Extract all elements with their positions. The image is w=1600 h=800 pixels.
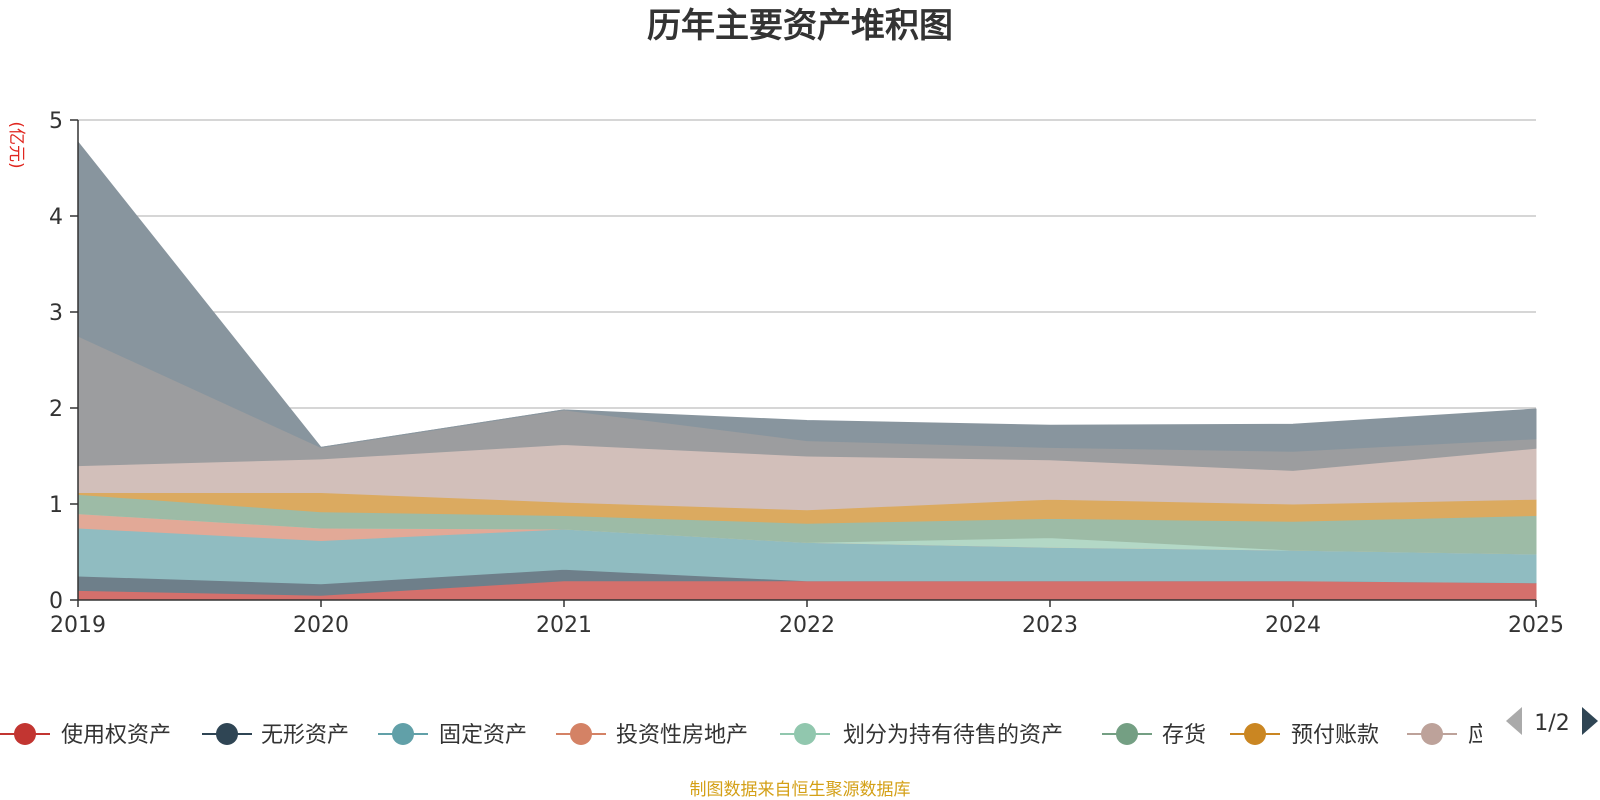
x-tick-label: 2021 (536, 613, 592, 638)
legend-item[interactable]: 应 (1407, 723, 1490, 748)
legend-item[interactable]: 使用权资产 (0, 723, 171, 748)
x-tick-label: 2022 (779, 613, 835, 638)
legend-item[interactable]: 预付账款 (1230, 723, 1379, 748)
legend-item[interactable]: 存货 (1102, 723, 1206, 748)
legend-next-icon[interactable] (1582, 707, 1598, 735)
legend-marker-icon (14, 723, 36, 745)
legend-label: 存货 (1162, 723, 1206, 748)
legend-label: 预付账款 (1291, 723, 1379, 748)
y-tick-label: 5 (49, 109, 63, 134)
legend-label: 投资性房地产 (616, 723, 748, 748)
x-tick-label: 2025 (1508, 613, 1564, 638)
legend-marker-icon (1244, 723, 1266, 745)
legend-item[interactable]: 划分为持有待售的资产 (780, 723, 1063, 748)
legend-marker-icon (1116, 723, 1138, 745)
legend-marker-icon (392, 723, 414, 745)
data-source-note: 制图数据来自恒生聚源数据库 (690, 780, 911, 800)
legend-marker-icon (794, 723, 816, 745)
y-axis-label: (亿元) (6, 121, 26, 168)
legend-item[interactable]: 无形资产 (202, 723, 349, 748)
legend-item[interactable]: 投资性房地产 (556, 723, 748, 748)
legend: 使用权资产 无形资产 固定资产 投资性房地产 划分为持有待售的资产 存货 预付账款 应 (0, 723, 1490, 748)
legend-marker-icon (1421, 723, 1443, 745)
y-tick-label: 1 (49, 493, 63, 518)
legend-label: 无形资产 (261, 723, 349, 748)
legend-pager: 1/2 (1506, 707, 1598, 736)
legend-marker-icon (216, 723, 238, 745)
x-tick-label: 2019 (50, 613, 106, 638)
legend-page-indicator: 1/2 (1534, 711, 1569, 736)
x-tick-labels: 2019 2020 2021 2022 2023 2024 2025 (50, 600, 1564, 638)
y-tick-label: 2 (49, 397, 63, 422)
x-tick-label: 2023 (1022, 613, 1078, 638)
legend-label: 划分为持有待售的资产 (843, 723, 1063, 748)
y-tick-label: 0 (49, 589, 63, 614)
area-series (77, 141, 1537, 601)
y-tick-label: 4 (49, 205, 63, 230)
legend-marker-icon (570, 723, 592, 745)
area-交易性金融资产 (77, 141, 1537, 452)
x-tick-label: 2020 (293, 613, 349, 638)
legend-label: 应 (1468, 723, 1490, 748)
x-tick-label: 2024 (1265, 613, 1321, 638)
legend-label: 使用权资产 (61, 723, 171, 748)
legend-prev-icon[interactable] (1506, 707, 1522, 735)
y-tick-labels: 0 1 2 3 4 5 (49, 109, 78, 614)
chart-title: 历年主要资产堆积图 (647, 6, 953, 46)
legend-item[interactable]: 固定资产 (378, 723, 527, 748)
y-tick-label: 3 (49, 301, 63, 326)
legend-label: 固定资产 (439, 723, 527, 748)
